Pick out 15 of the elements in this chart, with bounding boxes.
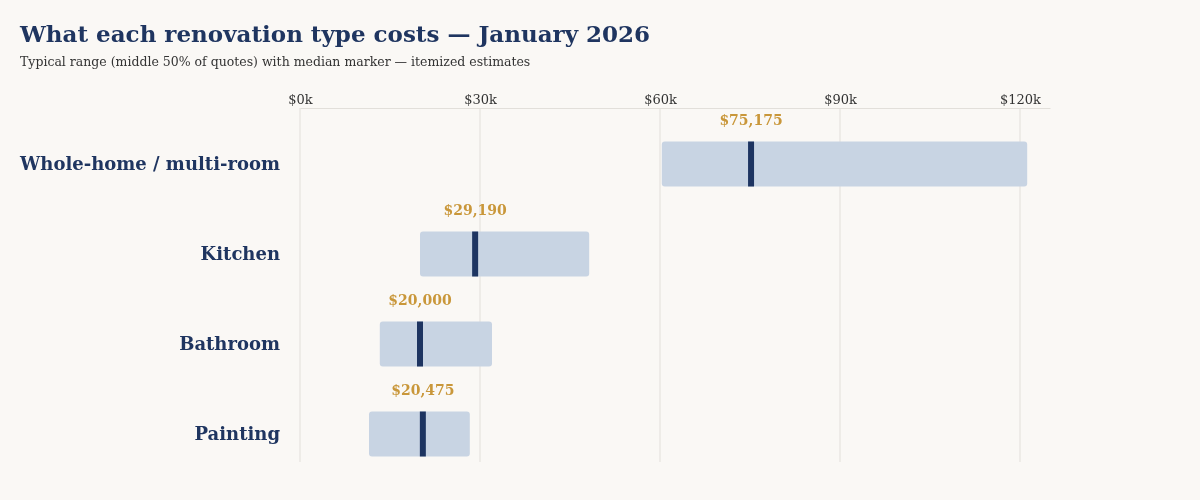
x-tick-label: $30k [464,92,497,107]
x-tick-label: $90k [824,92,857,107]
y-tick-label: Painting [194,423,281,445]
chart-subtitle: Typical range (middle 50% of quotes) with median marker — itemized estimates [20,54,531,69]
x-tick-label: $120k [1000,92,1042,107]
y-tick-label: Bathroom [179,333,280,355]
annotation: $20,000 [388,291,452,308]
chart-title: What each renovation type costs — January 2026 [19,20,651,47]
x-tick-label: $60k [644,92,677,107]
y-tick-label: Kitchen [200,243,280,265]
y-tick-label: Whole-home / multi-room [19,153,280,175]
annotation: $29,190 [443,201,508,218]
x-tick-label: $0k [288,92,313,107]
annotation: $75,175 [719,111,783,128]
annotation: $20,475 [391,381,455,398]
